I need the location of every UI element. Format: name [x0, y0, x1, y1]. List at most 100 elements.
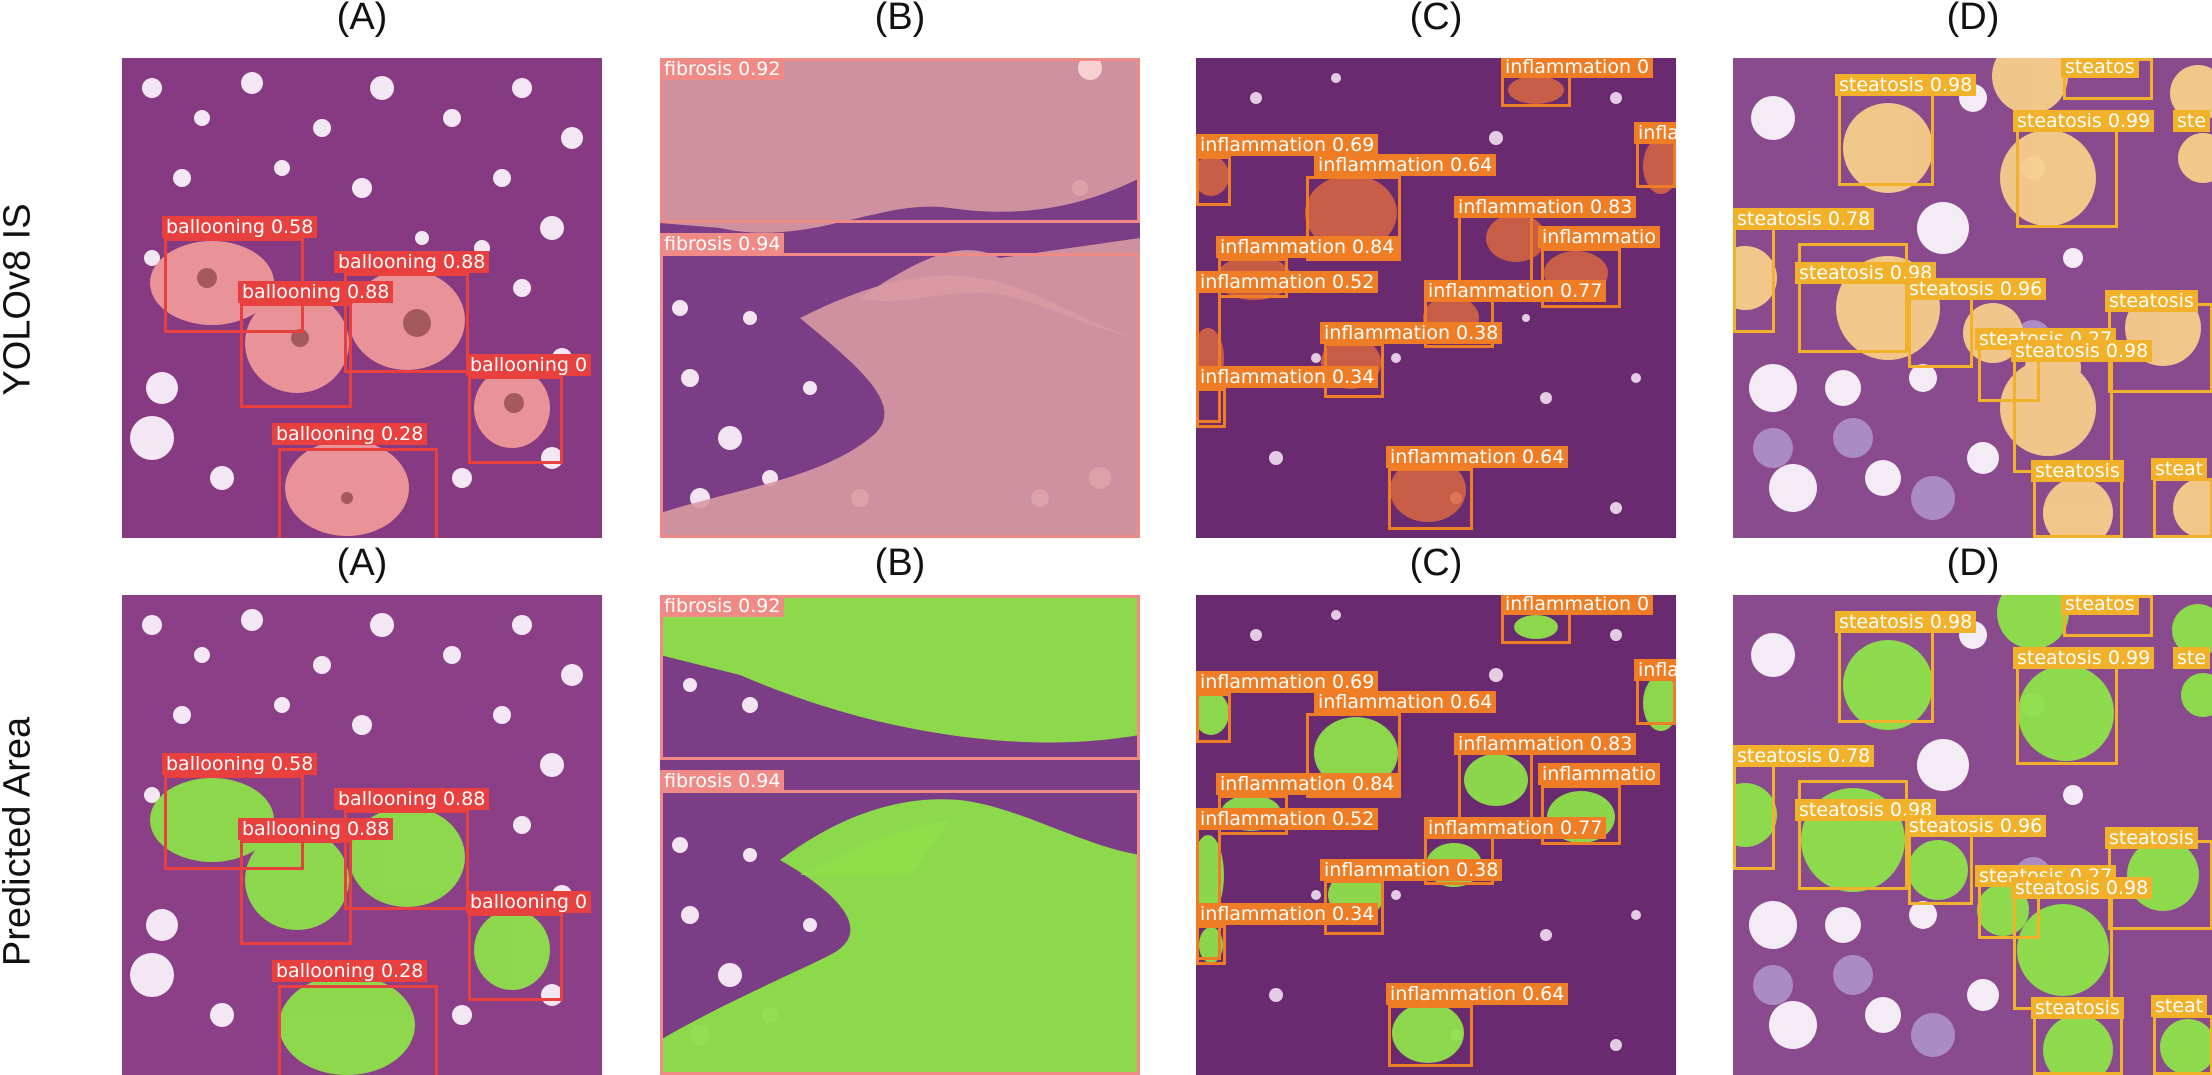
- detection-box: [1458, 213, 1533, 283]
- detection-box: [1388, 1005, 1473, 1067]
- detection-label: infla: [1634, 659, 1676, 681]
- detection-label: steatosis 0.98: [2011, 340, 2153, 362]
- detection-box: [2033, 1015, 2123, 1075]
- tissue-image-b-predicted: [660, 595, 1140, 1075]
- detection-box: [1458, 750, 1533, 820]
- detection-label: inflammatio: [1538, 226, 1660, 248]
- column-title-b-bottom: (B): [874, 542, 926, 584]
- detection-box: [1196, 693, 1231, 743]
- detection-box: [278, 985, 438, 1075]
- detection-box: [1798, 780, 1908, 890]
- detection-box: [660, 790, 1140, 1075]
- detection-box: [1838, 623, 1934, 723]
- panel-a-predicted: ballooning 0.58 ballooning 0.88 ballooni…: [122, 595, 602, 1075]
- detection-box: [1196, 925, 1226, 965]
- detection-label: steatosis 0.78: [1733, 208, 1875, 230]
- detection-box: [240, 303, 352, 408]
- detection-label: ballooning 0.58: [162, 753, 318, 775]
- detection-label: steatosis 0.98: [1835, 611, 1977, 633]
- detection-box: [1798, 243, 1908, 353]
- detection-label: inflammation 0.64: [1386, 983, 1569, 1005]
- row-title-predicted-area: Predicted Area: [0, 716, 39, 967]
- detection-label: steatosis 0.98: [1835, 74, 1977, 96]
- detection-label: ballooning 0.88: [238, 818, 394, 840]
- row-title-yolo: YOLOv8 IS: [0, 203, 39, 396]
- detection-label: ballooning 0: [466, 891, 592, 913]
- detection-box: [2013, 895, 2113, 1010]
- detection-box: [468, 376, 563, 464]
- detection-label: inflammation 0.64: [1386, 446, 1569, 468]
- detection-label: steatosis: [2105, 290, 2198, 312]
- detection-box: [2013, 358, 2113, 473]
- detection-label: inflammation 0.84: [1216, 236, 1399, 258]
- detection-label: inflammation 0.52: [1196, 808, 1379, 830]
- detection-label: ballooning 0.58: [162, 216, 318, 238]
- detection-label: ballooning 0.88: [238, 281, 394, 303]
- detection-label: steatosis 0.98: [1795, 262, 1937, 284]
- detection-label: inflammation 0.52: [1196, 271, 1379, 293]
- panel-d-yolo: steatos steatosis 0.98 steatosis 0.99 st…: [1733, 58, 2212, 538]
- detection-label: steatosis 0.96: [1905, 278, 2047, 300]
- detection-label: steatosis 0.78: [1733, 745, 1875, 767]
- detection-box: [344, 810, 469, 910]
- panel-c-yolo: inflammation 0 infla inflammation 0.69 i…: [1196, 58, 1676, 538]
- detection-label: ballooning 0.88: [334, 251, 490, 273]
- detection-box: [1196, 156, 1231, 206]
- detection-label: steatosis: [2031, 460, 2124, 482]
- detection-box: [468, 913, 563, 1001]
- detection-label: inflammation 0.38: [1320, 859, 1503, 881]
- detection-label: inflammation 0.64: [1314, 154, 1497, 176]
- column-title-c-bottom: (C): [1409, 542, 1463, 584]
- panel-b-yolo: fibrosis 0.92 fibrosis 0.94: [660, 58, 1140, 538]
- detection-label: ste: [2173, 110, 2211, 132]
- tissue-image-b: [660, 58, 1140, 538]
- detection-box: [1306, 176, 1401, 261]
- detection-label: steat: [2151, 995, 2208, 1017]
- panel-d-predicted: steatos steatosis 0.98 steatosis 0.99 st…: [1733, 595, 2212, 1075]
- detection-box: [1306, 713, 1401, 798]
- detection-box: [660, 253, 1140, 538]
- detection-label: ste: [2173, 647, 2211, 669]
- detection-label: ballooning 0: [466, 354, 592, 376]
- detection-box: [660, 595, 1140, 760]
- column-title-d-top: (D): [1946, 0, 2000, 38]
- column-title-d-bottom: (D): [1946, 542, 2000, 584]
- detection-label: fibrosis 0.92: [660, 595, 785, 617]
- detection-label: inflammation 0.77: [1424, 817, 1607, 839]
- detection-label: fibrosis 0.92: [660, 58, 785, 80]
- detection-label: infla: [1634, 122, 1676, 144]
- detection-box: [660, 58, 1140, 223]
- detection-box: [1733, 760, 1775, 870]
- detection-box: [2016, 118, 2118, 228]
- detection-label: inflammation 0: [1501, 595, 1654, 615]
- detection-label: steatosis 0.99: [2013, 110, 2155, 132]
- detection-label: ballooning 0.88: [334, 788, 490, 810]
- detection-label: steatosis 0.99: [2013, 647, 2155, 669]
- detection-label: steatosis: [2031, 997, 2124, 1019]
- detection-label: inflammation 0.83: [1454, 196, 1637, 218]
- detection-label: inflammation 0.64: [1314, 691, 1497, 713]
- detection-box: [2016, 655, 2118, 765]
- panel-a-yolo: ballooning 0.58 ballooning 0.88 ballooni…: [122, 58, 602, 538]
- detection-box: [2033, 478, 2123, 538]
- detection-box: [1908, 296, 1973, 368]
- detection-box: [344, 273, 469, 373]
- detection-box: [2153, 1015, 2212, 1075]
- panel-c-predicted: inflammation 0 infla inflammation 0.69 i…: [1196, 595, 1676, 1075]
- detection-box: [1541, 785, 1621, 845]
- detection-box: [1908, 833, 1973, 905]
- detection-label: inflammation 0.38: [1320, 322, 1503, 344]
- detection-label: inflammation 0.69: [1196, 134, 1379, 156]
- detection-label: inflammation 0.77: [1424, 280, 1607, 302]
- detection-label: inflammation 0.34: [1196, 903, 1379, 925]
- detection-box: [1838, 86, 1934, 186]
- detection-label: inflammation 0.84: [1216, 773, 1399, 795]
- detection-box: [1733, 223, 1775, 333]
- panel-b-predicted: fibrosis 0.92 fibrosis 0.94: [660, 595, 1140, 1075]
- column-title-a-bottom: (A): [336, 542, 388, 584]
- detection-label: steatosis: [2105, 827, 2198, 849]
- detection-box: [1196, 388, 1226, 428]
- detection-label: steatosis 0.96: [1905, 815, 2047, 837]
- detection-box: [240, 840, 352, 945]
- detection-box: [1541, 248, 1621, 308]
